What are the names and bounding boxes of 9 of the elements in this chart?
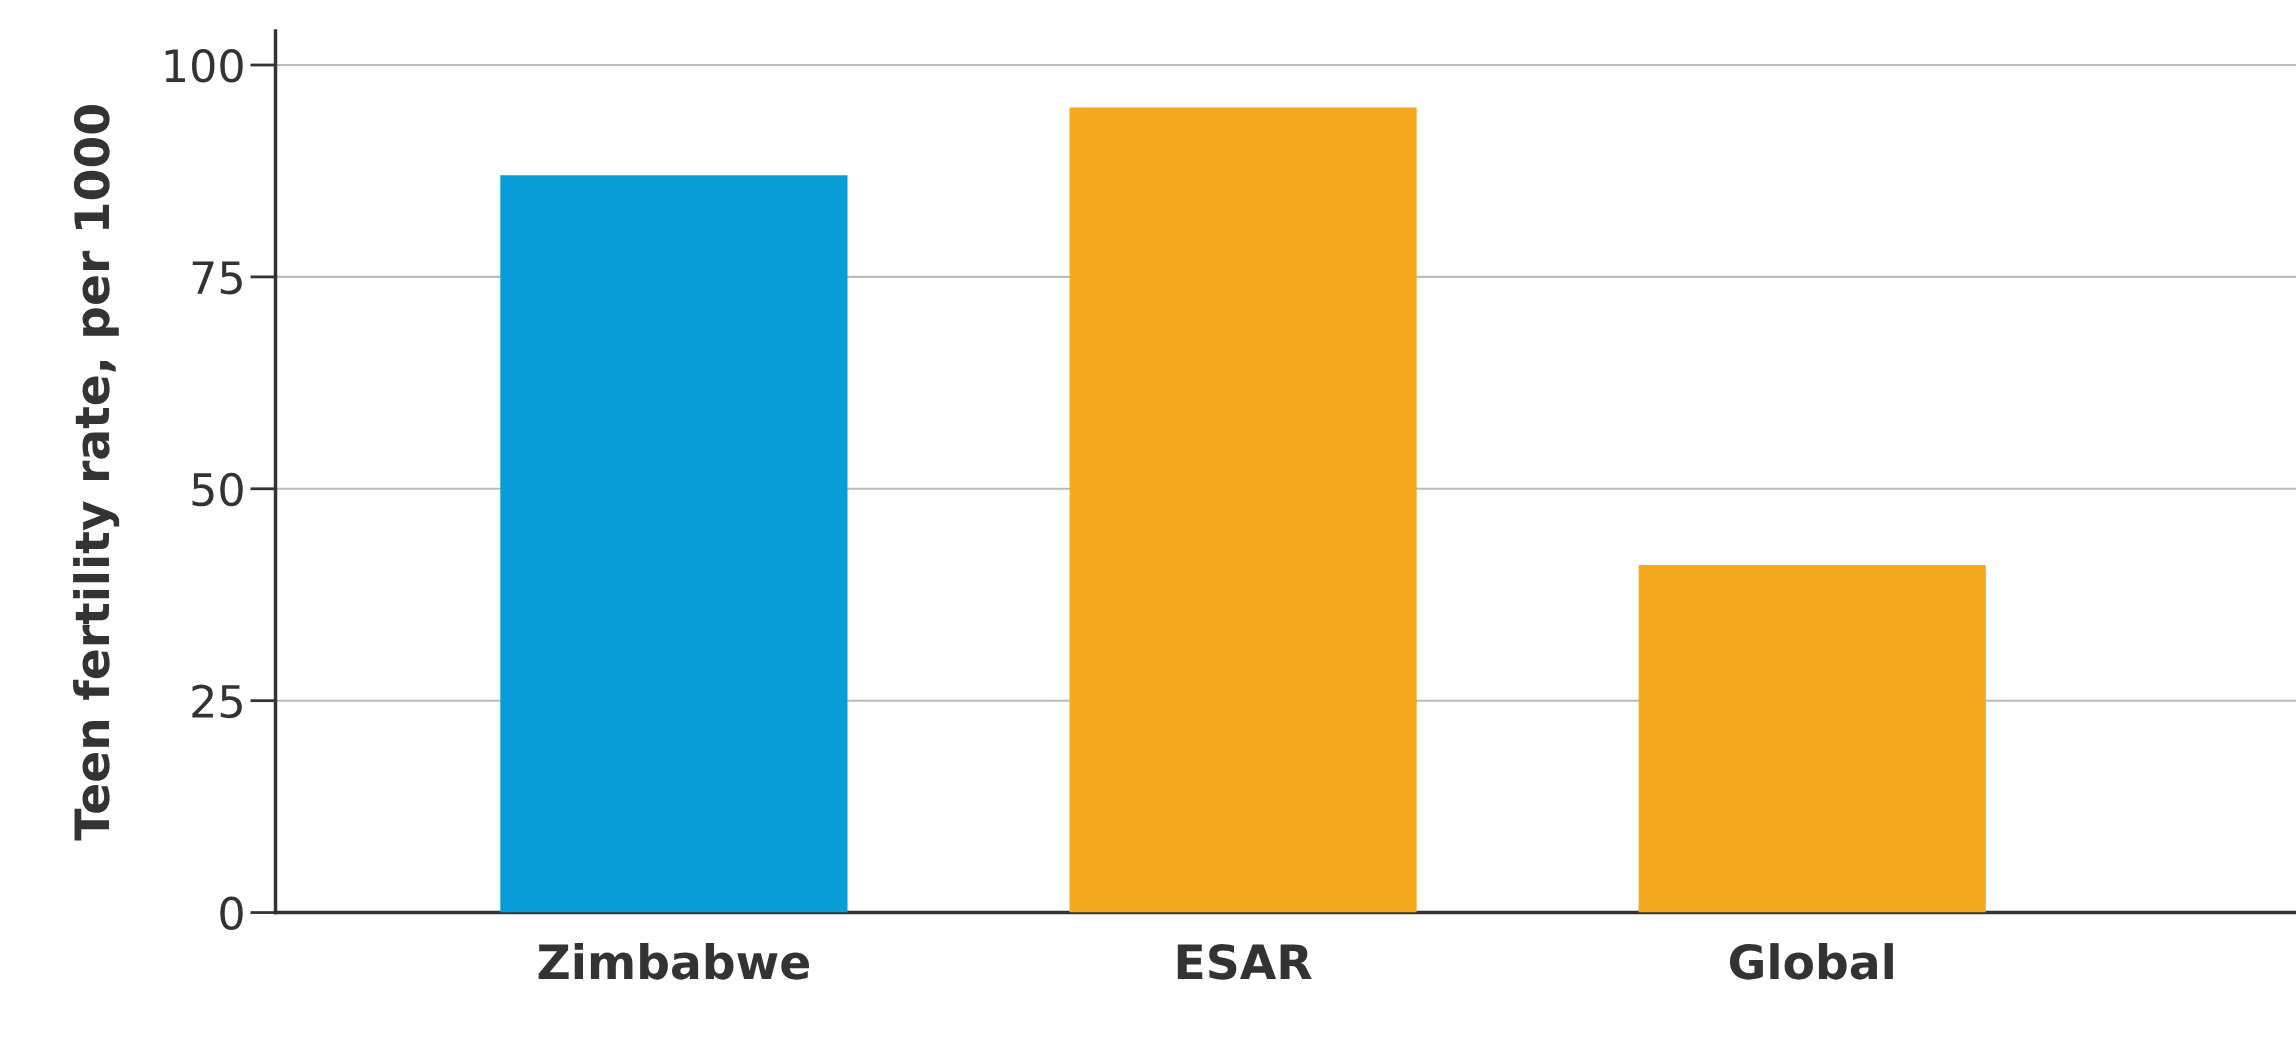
y-tick-label: 100 xyxy=(165,48,243,83)
y-tick-label: 75 xyxy=(192,261,242,295)
y-tick-label: 0 xyxy=(220,896,243,931)
x-tick-label: ESAR xyxy=(1177,943,1312,980)
y-tick-label: 50 xyxy=(192,472,243,507)
x-tick-label: Zimbabwe xyxy=(538,943,810,980)
y-axis-title: Teen fertility rate, per 1000 xyxy=(73,105,120,841)
y-tick-label: 25 xyxy=(192,684,242,719)
x-tick-label: Global xyxy=(1729,943,1893,980)
